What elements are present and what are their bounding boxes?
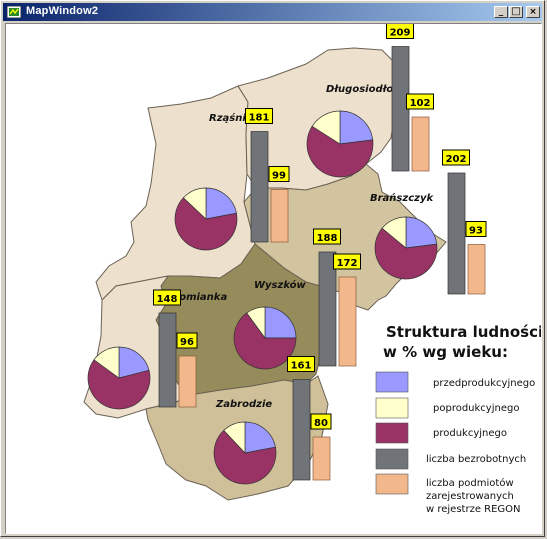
label-dlugosiodlo-regon: 102	[410, 98, 431, 109]
label-rzasnik-unemployed: 181	[249, 113, 270, 124]
window-title: MapWindow2	[26, 5, 99, 17]
region-labels: Rząśnik Długosiodło Brańszczyk Wyszków S…	[172, 84, 434, 410]
pie-branszczyk-prod-slice	[374, 227, 438, 280]
label-wyszkow-unemployed-bg	[313, 228, 341, 245]
pie-wyszkow-post-slice	[246, 306, 266, 340]
label-zabrodzie-unemployed-box: 161	[287, 356, 315, 372]
pie-branszczyk-post-slice	[381, 216, 407, 249]
label-zabrodzie-unemployed-bg	[287, 356, 315, 372]
pie-dlugosiodlo-prod-slice	[306, 125, 374, 178]
label-dlugosiodlo-unemployed: 209	[390, 28, 411, 39]
pie-branszczyk-pre-slice	[405, 216, 438, 249]
legend-swatch-prod	[375, 422, 409, 444]
region-label-dlugosiodlo: Długosiodło	[326, 84, 393, 95]
bar-rzasnik-regon	[270, 189, 289, 243]
legend-label-regon-2: zarejestrowanych	[426, 491, 514, 502]
bar-rzasnik-unemployed	[250, 131, 269, 243]
bar-branszczyk-regon	[467, 244, 486, 295]
minimize-button[interactable]: _	[494, 6, 508, 18]
label-branszczyk-unemployed: 202	[446, 154, 467, 165]
label-somianka-regon: 96	[180, 337, 194, 348]
label-rzasnik-regon-bg	[268, 166, 290, 182]
region-label-zabrodzie: Zabrodzie	[215, 399, 272, 410]
map-app-icon	[7, 6, 21, 18]
pie-somianka-prod-slice	[87, 359, 151, 410]
label-rzasnik-unemployed-bg	[245, 108, 273, 124]
bar-somianka-unemployed	[158, 312, 177, 408]
label-wyszkow-unemployed: 188	[317, 233, 338, 244]
map-canvas[interactable]: Rząśnik Długosiodło Brańszczyk Wyszków S…	[5, 23, 542, 534]
chart-layer: 181 99 209 102 202 93 188 172 148 96 161 80	[87, 24, 487, 485]
label-somianka-regon-box: 96	[176, 332, 198, 349]
label-somianka-unemployed-bg	[153, 289, 181, 306]
label-zabrodzie-regon-box: 80	[310, 413, 332, 430]
legend-label-pre: przedprodukcyjnego	[433, 378, 535, 389]
label-branszczyk-unemployed-bg	[442, 149, 470, 166]
legend-label-prod: produkcyjnego	[433, 428, 507, 439]
legend-swatch-post	[375, 397, 409, 419]
label-wyszkow-unemployed-box: 188	[313, 228, 341, 245]
pie-somianka-post-slice	[93, 346, 120, 379]
pie-rzasnik-prod-slice	[174, 197, 238, 251]
label-rzasnik-unemployed-box: 181	[245, 108, 273, 124]
legend-label-regon-3: w rejestrze REGON	[426, 504, 521, 515]
bar-wyszkow-unemployed	[318, 251, 337, 367]
label-dlugosiodlo-regon-bg	[406, 93, 434, 110]
bar-zabrodzie-unemployed	[292, 379, 311, 481]
pie-rzasnik-post-slice	[182, 187, 207, 220]
label-branszczyk-regon: 93	[469, 226, 483, 237]
label-branszczyk-unemployed-box: 202	[442, 149, 470, 166]
region-label-wyszkow: Wyszków	[254, 279, 306, 291]
label-rzasnik-regon: 99	[272, 171, 286, 182]
label-zabrodzie-unemployed: 161	[291, 361, 312, 372]
legend-swatch-regon	[375, 473, 409, 495]
label-wyszkow-regon-bg	[333, 253, 361, 270]
label-dlugosiodlo-unemployed-box: 209	[386, 24, 414, 39]
pie-wyszkow-pre-slice	[264, 306, 297, 339]
legend-title-line1: Struktura ludności	[386, 323, 541, 341]
pie-zabrodzie-prod-slice	[213, 429, 277, 485]
label-branszczyk-regon-box: 93	[465, 221, 487, 237]
label-zabrodzie-regon: 80	[314, 418, 328, 429]
legend-label-post: poprodukcyjnego	[433, 403, 519, 414]
label-zabrodzie-regon-bg	[310, 413, 332, 430]
pie-dlugosiodlo-pre-slice	[339, 110, 374, 145]
region-label-branszczyk: Brańszczyk	[370, 192, 434, 204]
pie-somianka-pre-slice	[118, 346, 150, 379]
label-dlugosiodlo-regon-box: 102	[406, 93, 434, 110]
bar-zabrodzie-regon	[312, 436, 331, 481]
legend-swatch-unemp	[375, 448, 409, 470]
legend-swatch-pre	[375, 371, 409, 393]
title-bar[interactable]: MapWindow2 _ □ ×	[3, 3, 542, 21]
legend-label-regon-1: liczba podmiotów	[426, 477, 514, 489]
label-somianka-regon-bg	[176, 332, 198, 349]
pie-wyszkow-prod-slice	[233, 312, 297, 370]
label-somianka-unemployed: 148	[157, 294, 178, 305]
pie-dlugosiodlo-post-slice	[311, 110, 341, 145]
bar-dlugosiodlo-regon	[411, 116, 430, 172]
label-wyszkow-regon-box: 172	[333, 253, 361, 270]
legend-label-unemp: liczba bezrobotnych	[426, 454, 526, 465]
region-label-somianka: Somianka	[172, 292, 227, 303]
bar-somianka-regon	[178, 355, 197, 408]
label-somianka-unemployed-box: 148	[153, 289, 181, 306]
bar-branszczyk-unemployed	[447, 172, 466, 295]
close-button[interactable]: ×	[526, 6, 540, 18]
region-label-rzasnik: Rząśnik	[209, 112, 254, 124]
pie-rzasnik-pre-slice	[205, 187, 237, 220]
legend: Struktura ludności w % wg wieku: przedpr…	[375, 323, 541, 515]
label-wyszkow-regon: 172	[337, 258, 358, 269]
legend-title-line2: w % wg wieku:	[383, 343, 508, 361]
label-branszczyk-regon-bg	[465, 221, 487, 237]
maximize-button[interactable]: □	[509, 6, 523, 18]
bar-wyszkow-regon	[338, 276, 357, 367]
pie-zabrodzie-post-slice	[223, 421, 246, 454]
pie-zabrodzie-pre-slice	[244, 421, 276, 454]
thematic-map: Rząśnik Długosiodło Brańszczyk Wyszków S…	[83, 24, 541, 515]
label-rzasnik-regon-box: 99	[268, 166, 290, 182]
label-dlugosiodlo-unemployed-bg	[386, 24, 414, 39]
